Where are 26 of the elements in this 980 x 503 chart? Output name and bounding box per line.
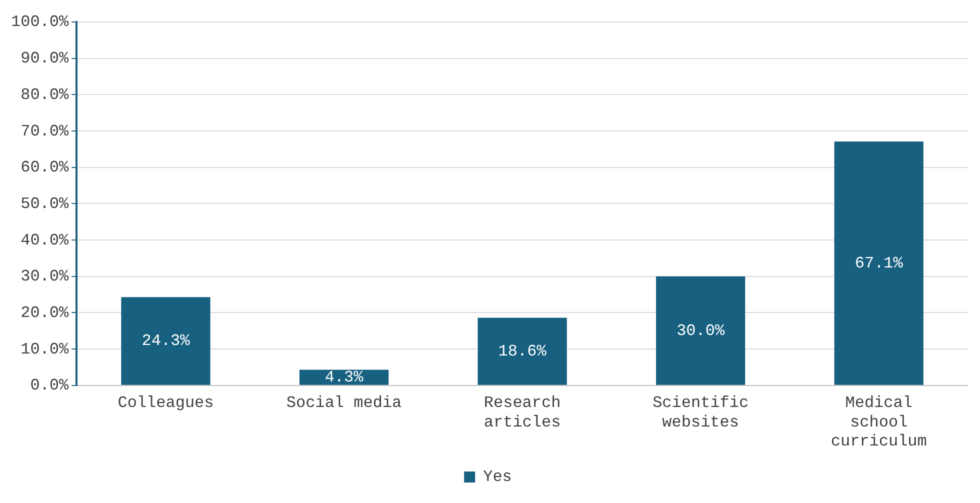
text: 24.3% (142, 332, 190, 350)
y-tick-label: 100.0% (11, 13, 70, 32)
y-tick-label: 20.0% (20, 304, 69, 322)
bar (656, 276, 746, 385)
x-tick-label: Medical school curriculum (830, 394, 927, 451)
text: 30.0% (676, 322, 725, 340)
x-tick-label: Social media (286, 394, 402, 412)
y-tick-label: 40.0% (20, 231, 69, 250)
y-tick-label: 60.0% (20, 158, 69, 177)
legend-label: Yes (483, 468, 512, 486)
bar (834, 142, 924, 385)
y-tick-label: 90.0% (20, 50, 69, 68)
y-tick-label: 10.0% (20, 340, 69, 358)
bar (121, 297, 210, 385)
x-tick-label: Colleagues (118, 394, 214, 412)
y-tick-label: 30.0% (20, 268, 69, 286)
text: 4.3% (324, 368, 364, 387)
x-tick-label: Scientific websites (652, 394, 749, 432)
bar (478, 318, 567, 385)
y-tick-label: 70.0% (20, 122, 69, 140)
y-tick-label: 80.0% (20, 86, 69, 104)
x-tick-label: Research articles (484, 394, 561, 432)
y-tick-label: 0.0% (30, 376, 70, 395)
y-tick-label: 50.0% (20, 194, 69, 213)
text: 67.1% (854, 254, 903, 272)
text: 18.6% (498, 342, 546, 361)
